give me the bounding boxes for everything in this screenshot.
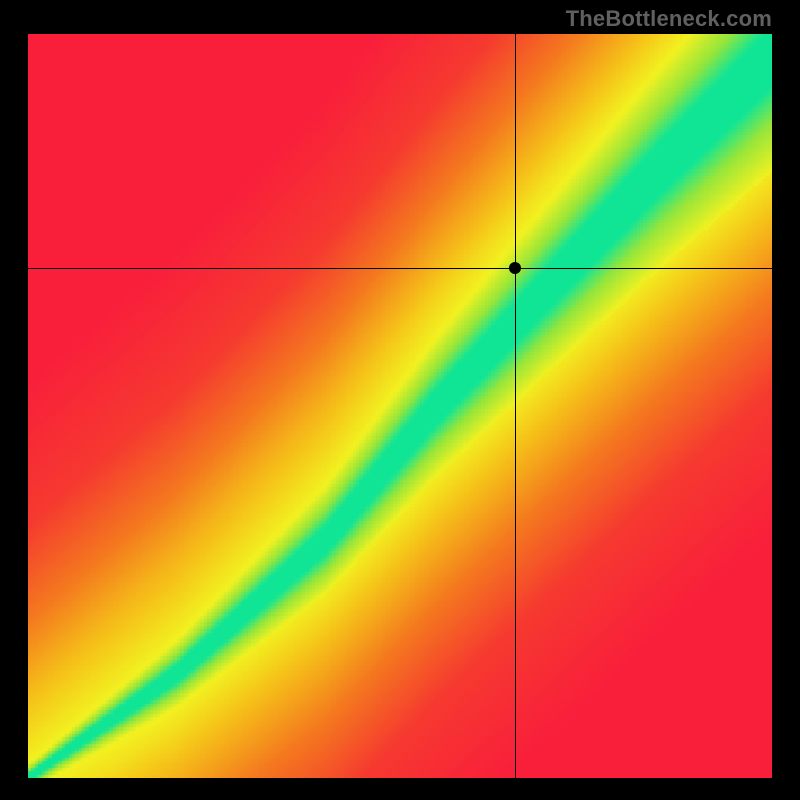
crosshair-marker <box>509 262 521 274</box>
watermark-text: TheBottleneck.com <box>566 6 772 32</box>
crosshair-horizontal <box>28 268 772 269</box>
chart-frame: TheBottleneck.com <box>0 0 800 800</box>
heatmap-canvas <box>28 34 772 778</box>
crosshair-vertical <box>515 34 516 778</box>
heatmap-plot <box>28 34 772 778</box>
